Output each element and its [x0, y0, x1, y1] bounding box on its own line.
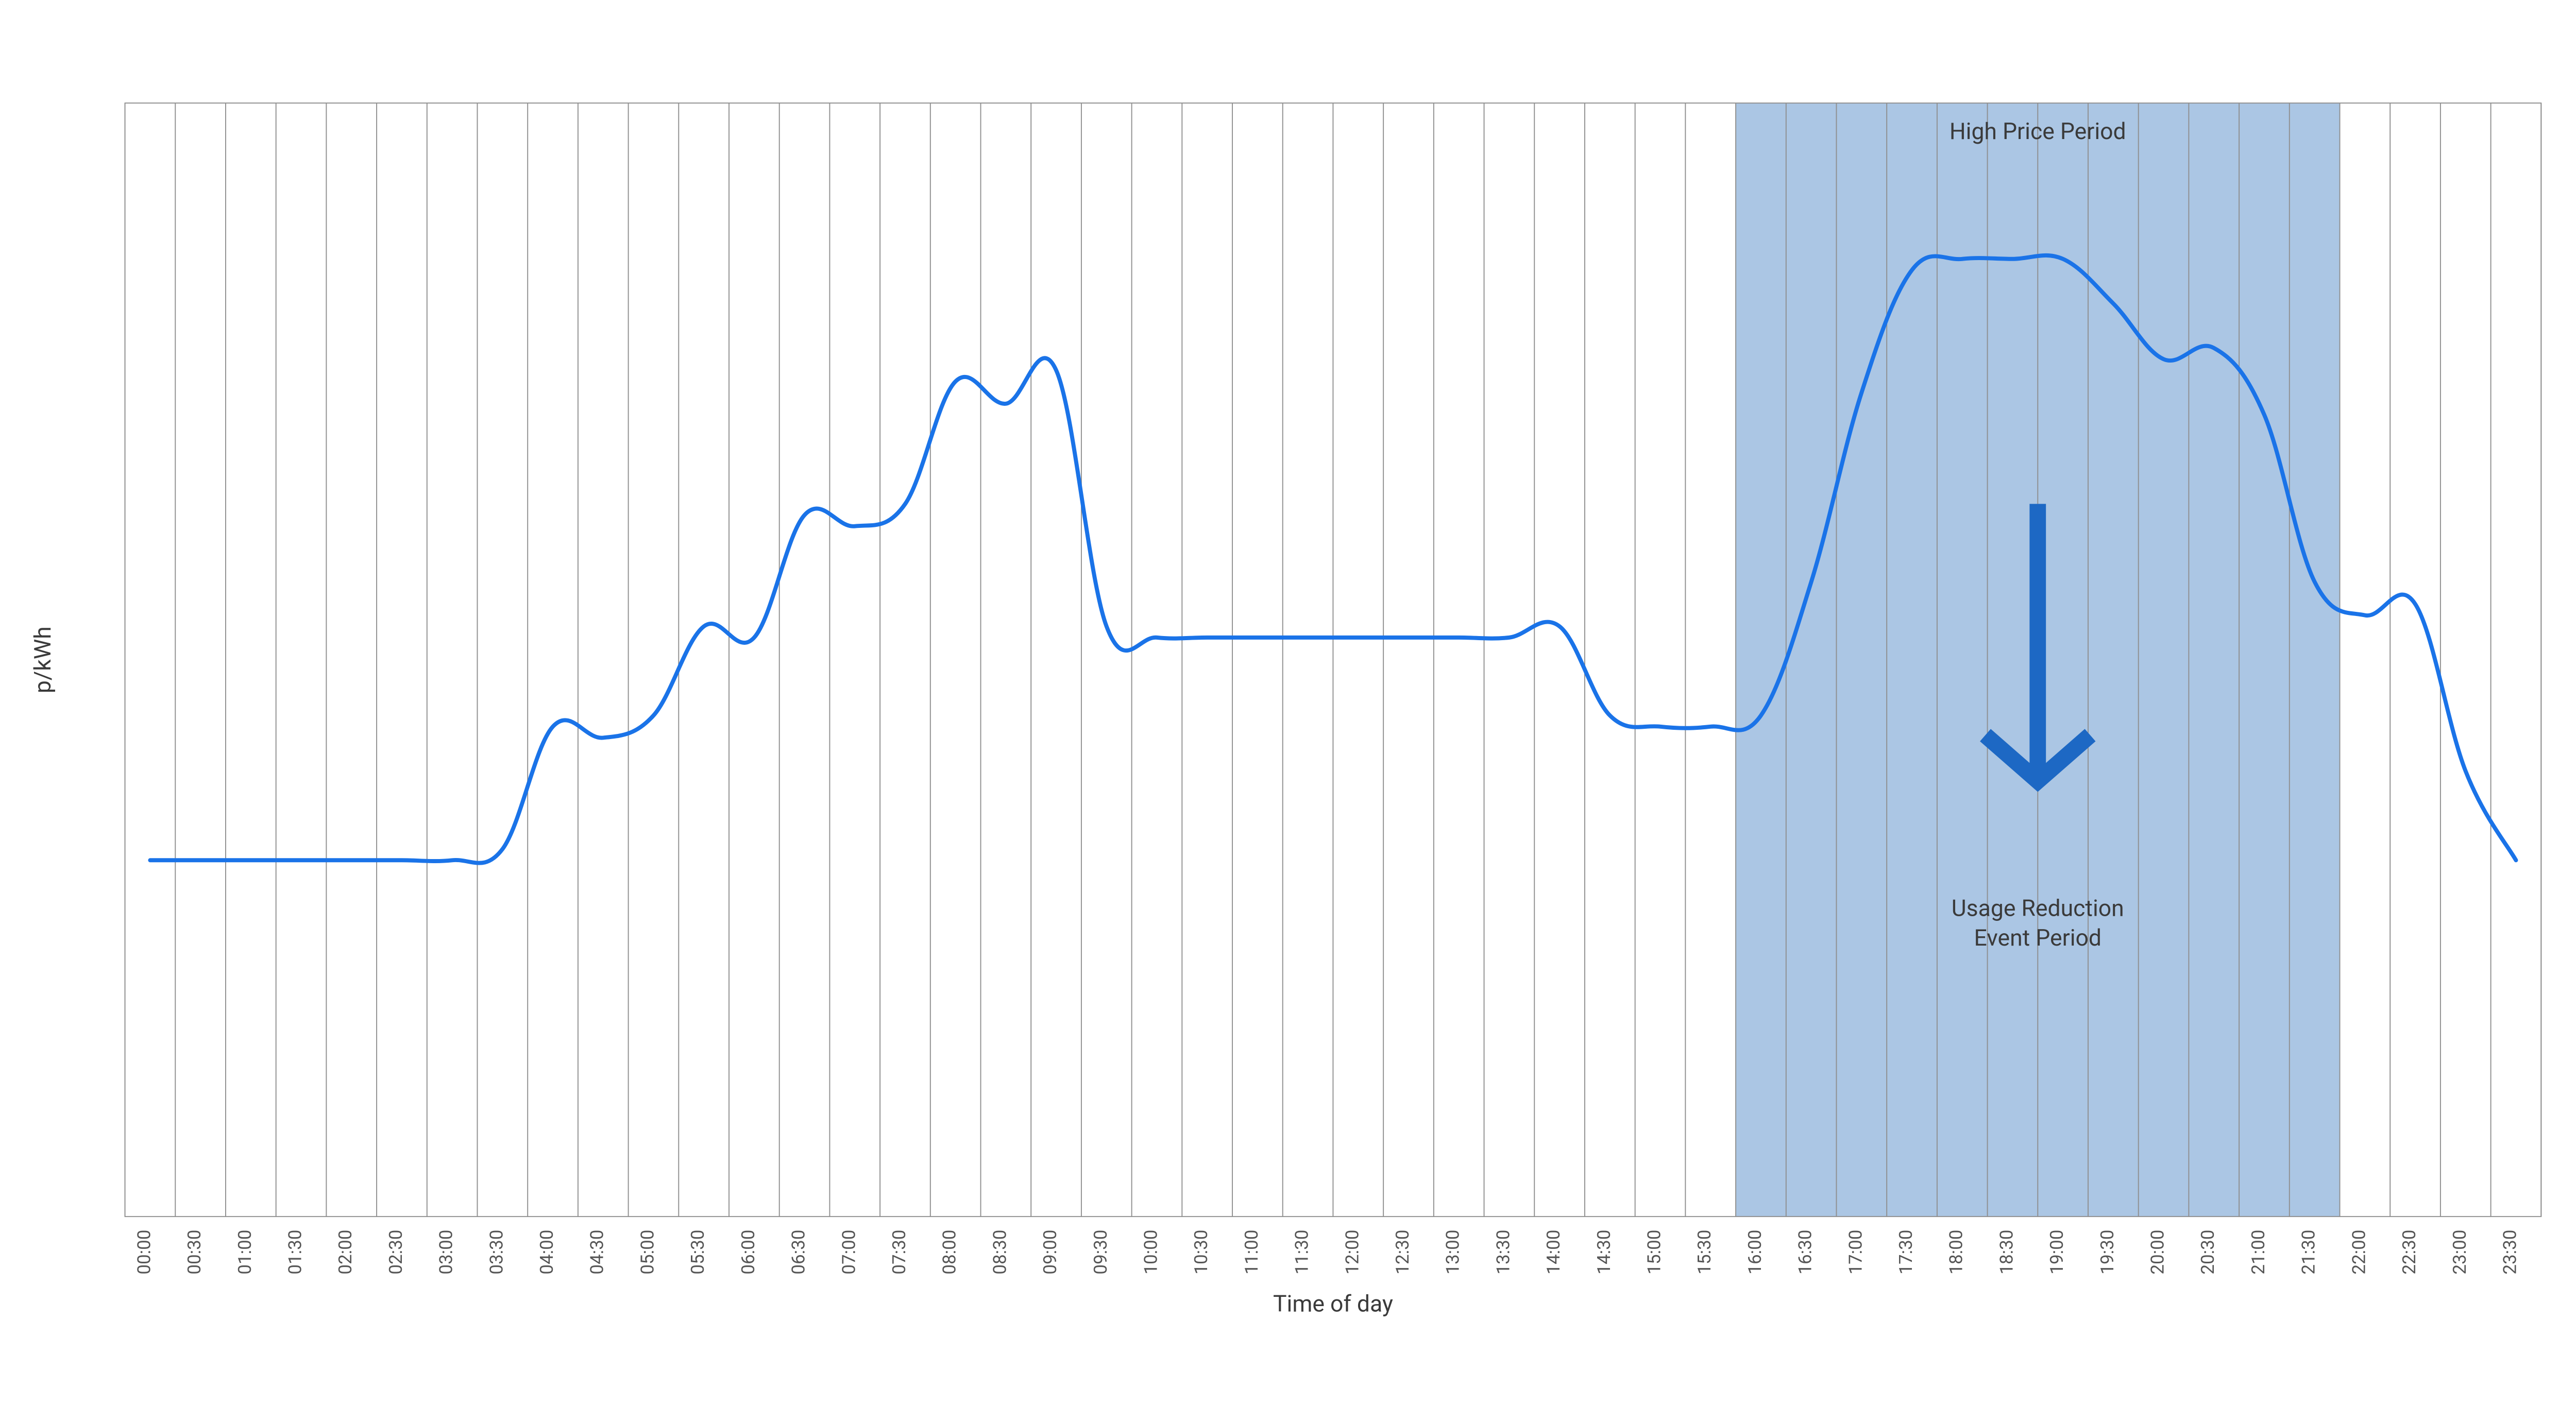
x-tick-label: 15:30: [1694, 1230, 1715, 1275]
x-tick-label: 02:30: [385, 1230, 406, 1275]
x-tick-label: 13:00: [1443, 1230, 1464, 1275]
x-tick-label: 01:30: [285, 1230, 306, 1275]
x-tick-label: 03:30: [486, 1230, 507, 1275]
x-tick-label: 22:00: [2348, 1230, 2369, 1275]
x-tick-label: 07:00: [838, 1230, 859, 1275]
x-tick-label: 05:00: [637, 1230, 658, 1275]
x-tick-label: 01:00: [234, 1230, 256, 1275]
x-tick-label: 11:00: [1241, 1230, 1262, 1275]
x-tick-label: 11:30: [1292, 1230, 1313, 1275]
x-tick-label: 14:30: [1594, 1230, 1615, 1275]
x-tick-label: 02:00: [335, 1230, 356, 1275]
x-tick-label: 15:00: [1644, 1230, 1665, 1275]
x-tick-label: 13:30: [1493, 1230, 1514, 1275]
x-tick-label: 10:30: [1191, 1230, 1212, 1275]
x-tick-label: 09:30: [1090, 1230, 1111, 1275]
high-price-label: High Price Period: [1950, 118, 2126, 145]
x-tick-label: 16:00: [1744, 1230, 1766, 1275]
x-tick-label: 17:30: [1895, 1230, 1917, 1275]
x-tick-label: 06:00: [738, 1230, 759, 1275]
x-tick-label: 19:00: [2046, 1230, 2067, 1275]
x-tick-label: 00:00: [133, 1230, 155, 1275]
x-tick-label: 08:30: [989, 1230, 1010, 1275]
x-tick-label: 16:30: [1795, 1230, 1816, 1275]
x-tick-label: 23:30: [2499, 1230, 2520, 1275]
x-tick-label: 21:00: [2248, 1230, 2269, 1275]
chart-svg: 00:00 00:30 01:00 01:30 02:00 02:30 03:00 03:30…: [10, 5, 2566, 1413]
x-tick-label: 20:00: [2147, 1230, 2168, 1275]
x-tick-label: 04:30: [587, 1230, 608, 1275]
x-tick-label: 12:00: [1342, 1230, 1363, 1275]
x-tick-label: 18:00: [1946, 1230, 1967, 1275]
x-tick-label: 10:00: [1140, 1230, 1161, 1275]
x-tick-label: 23:00: [2449, 1230, 2470, 1275]
price-chart: 00:00 00:30 01:00 01:30 02:00 02:30 03:00 03:30…: [0, 0, 2576, 1423]
x-tick-label: 14:00: [1543, 1230, 1564, 1275]
x-tick-label: 08:00: [939, 1230, 960, 1275]
usage-reduction-label-1: Usage Reduction: [1952, 895, 2124, 921]
x-tick-label: 20:30: [2197, 1230, 2218, 1275]
x-tick-label: 05:30: [687, 1230, 708, 1275]
x-tick-label: 03:00: [436, 1230, 457, 1275]
x-tick-label: 22:30: [2399, 1230, 2420, 1275]
x-tick-label: 17:00: [1845, 1230, 1866, 1275]
x-tick-label: 07:30: [889, 1230, 910, 1275]
x-tick-label: 21:30: [2298, 1230, 2319, 1275]
x-tick-label: 19:30: [2097, 1230, 2118, 1275]
usage-reduction-label-2: Event Period: [1974, 924, 2102, 951]
x-tick-label: 09:00: [1040, 1230, 1061, 1275]
x-tick-label: 04:00: [536, 1230, 557, 1275]
x-tick-label: 18:30: [1996, 1230, 2017, 1275]
x-tick-label: 06:30: [788, 1230, 809, 1275]
x-axis-label: Time of day: [1273, 1291, 1393, 1317]
x-tick-label: 00:30: [184, 1230, 205, 1275]
y-axis-label: p/kWh: [29, 626, 56, 693]
x-tick-label: 12:30: [1392, 1230, 1413, 1275]
